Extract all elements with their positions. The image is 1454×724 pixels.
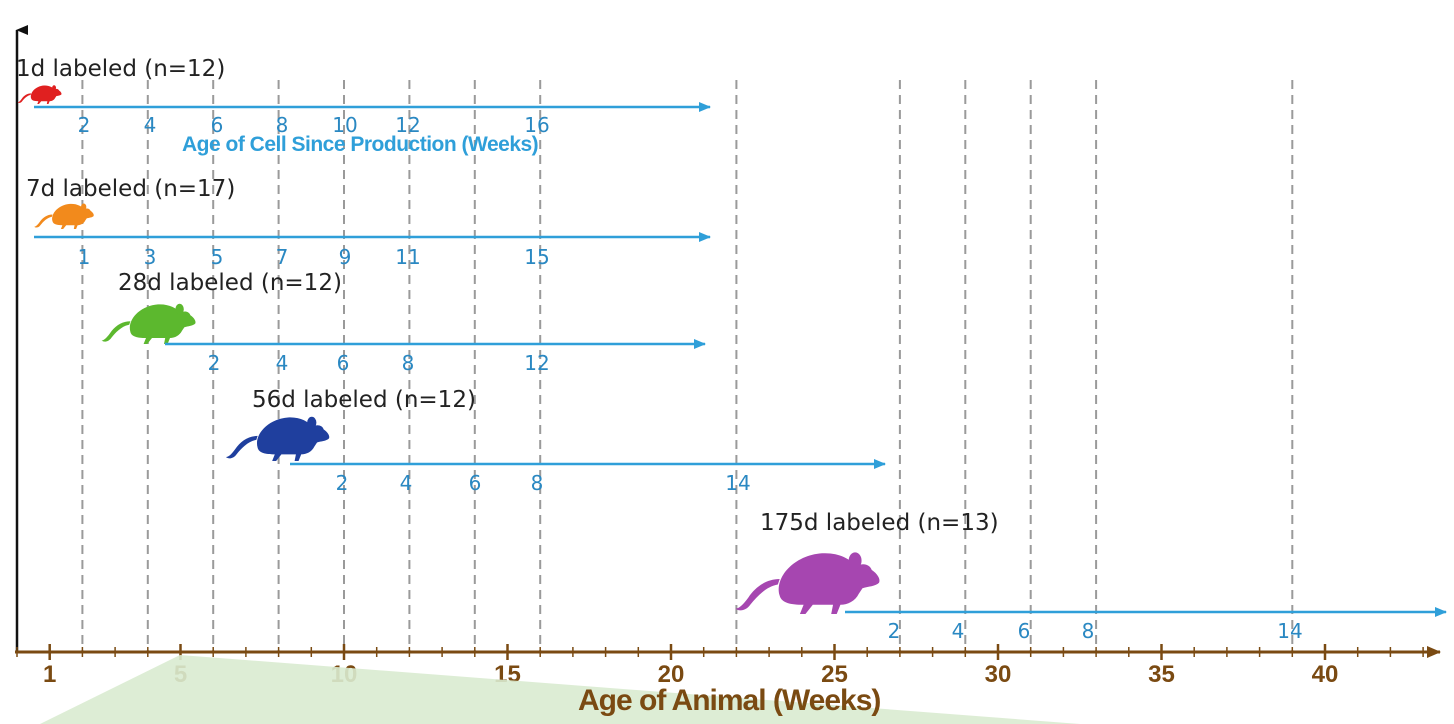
cell-age-tick-label: 9 bbox=[339, 245, 352, 269]
mouse-icon bbox=[17, 85, 62, 104]
mouse-icon bbox=[101, 303, 196, 344]
cell-age-tick-label: 11 bbox=[395, 245, 420, 269]
axes: 1510152025303540 bbox=[15, 25, 1441, 688]
x-tick-label: 1 bbox=[43, 661, 56, 688]
cell-age-tick-label: 7 bbox=[276, 245, 289, 269]
cell-age-tick-label: 2 bbox=[208, 351, 221, 375]
x-tick-label: 40 bbox=[1312, 661, 1339, 688]
group-label: 28d labeled (n=12) bbox=[118, 270, 342, 296]
cell-age-tick-label: 4 bbox=[276, 351, 289, 375]
label-group-row: 7d labeled (n=17) 1 3 5 7 9 11 15 bbox=[26, 176, 711, 269]
vertical-guide-lines bbox=[81, 80, 1294, 652]
cell-age-tick-label: 5 bbox=[211, 245, 224, 269]
cell-age-tick-label: 2 bbox=[78, 113, 91, 137]
mouse-icon bbox=[735, 552, 880, 614]
cell-age-tick-label: 6 bbox=[337, 351, 350, 375]
cell-age-tick-label: 8 bbox=[531, 471, 544, 495]
cell-age-tick-label: 14 bbox=[725, 471, 750, 495]
cell-age-tick-label: 8 bbox=[276, 113, 289, 137]
cell-age-tick-label: 15 bbox=[524, 245, 549, 269]
x-tick-label: 35 bbox=[1148, 661, 1175, 688]
cell-age-tick-label: 14 bbox=[1277, 619, 1302, 643]
group-label: 1d labeled (n=12) bbox=[16, 56, 225, 82]
label-group-row: 1d labeled (n=12) 2 4 6 8 10 12 16 bbox=[16, 56, 711, 137]
cell-age-tick-label: 2 bbox=[336, 471, 349, 495]
label-group-row: 175d labeled (n=13) 2 4 6 8 14 bbox=[735, 510, 1447, 643]
cell-age-tick-label: 8 bbox=[402, 351, 415, 375]
label-group-row: 56d labeled (n=12) 2 4 6 8 14 bbox=[225, 387, 886, 495]
animal-axis-title: Age of Animal (Weeks) bbox=[578, 684, 881, 717]
cell-age-tick-label: 2 bbox=[888, 619, 901, 643]
cell-age-tick-label: 6 bbox=[1018, 619, 1031, 643]
cell-age-tick-label: 8 bbox=[1082, 619, 1095, 643]
group-label: 7d labeled (n=17) bbox=[26, 176, 235, 202]
cell-age-tick-label: 10 bbox=[332, 113, 357, 137]
x-tick-label: 30 bbox=[985, 661, 1012, 688]
cell-age-tick-label: 4 bbox=[144, 113, 157, 137]
cell-axis-title: Age of Cell Since Production (Weeks) bbox=[182, 133, 539, 156]
group-label: 56d labeled (n=12) bbox=[252, 387, 476, 413]
cell-age-tick-label: 6 bbox=[469, 471, 482, 495]
cell-age-tick-label: 4 bbox=[952, 619, 965, 643]
cell-age-tick-label: 3 bbox=[144, 245, 157, 269]
cell-age-tick-label: 16 bbox=[524, 113, 549, 137]
mouse-icon bbox=[225, 416, 330, 461]
group-label: 175d labeled (n=13) bbox=[760, 510, 999, 536]
x-tick-label: 25 bbox=[821, 661, 848, 688]
mouse-icon bbox=[34, 203, 94, 229]
cell-age-tick-label: 1 bbox=[78, 245, 91, 269]
cell-age-tick-label: 12 bbox=[524, 351, 549, 375]
age-gradient-wedge bbox=[40, 655, 1080, 724]
label-group-row: 28d labeled (n=12) 2 4 6 8 12 bbox=[101, 270, 706, 375]
cell-age-tick-label: 4 bbox=[400, 471, 413, 495]
x-tick-label: 20 bbox=[658, 661, 685, 688]
cell-age-tick-label: 6 bbox=[211, 113, 224, 137]
cell-age-tick-label: 12 bbox=[395, 113, 420, 137]
